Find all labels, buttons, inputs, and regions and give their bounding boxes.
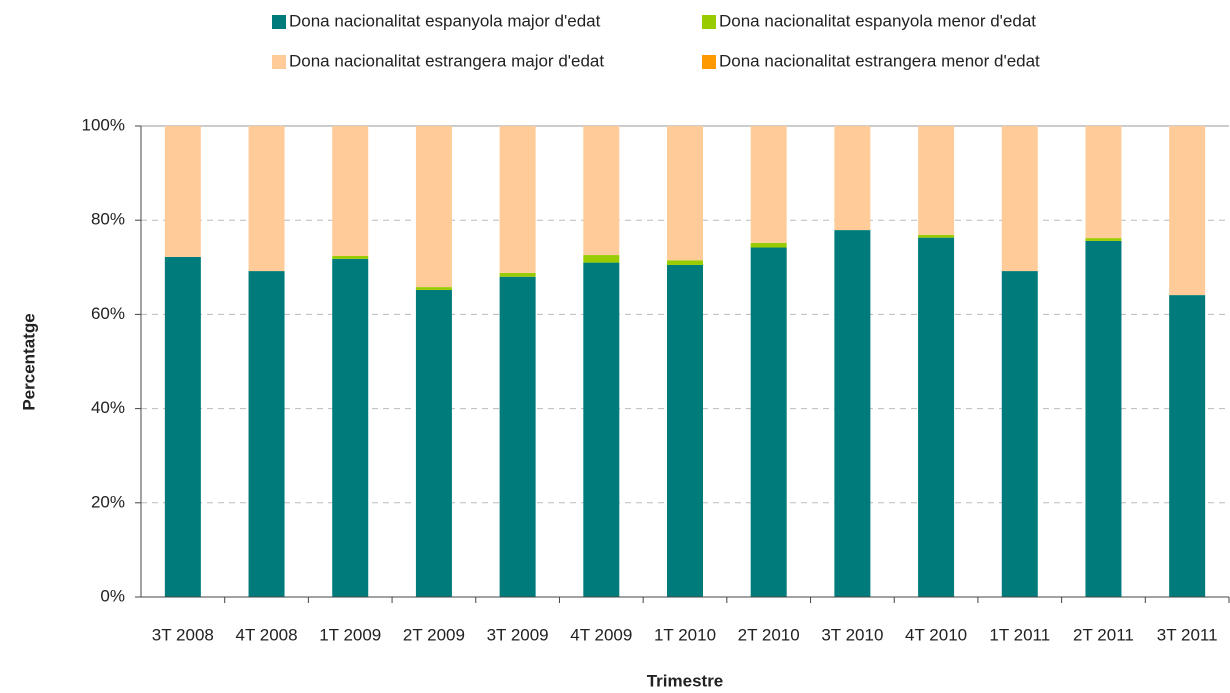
bar-segment bbox=[834, 126, 871, 231]
legend-swatch bbox=[272, 55, 286, 69]
x-tick-label: 3T 2009 bbox=[487, 625, 549, 644]
bar-segment bbox=[1085, 240, 1122, 597]
bar-segment bbox=[583, 262, 620, 597]
bar-segment bbox=[1169, 126, 1206, 296]
bar-segment bbox=[332, 126, 369, 256]
bar-segment bbox=[499, 276, 536, 597]
x-tick-label: 4T 2009 bbox=[570, 625, 632, 644]
bar-segment bbox=[499, 126, 536, 273]
bar-segment bbox=[1085, 126, 1122, 239]
bar-segment bbox=[332, 258, 369, 597]
bar-segment bbox=[667, 264, 703, 597]
legend-swatch bbox=[702, 55, 716, 69]
x-tick-label: 4T 2010 bbox=[905, 625, 967, 644]
x-tick-label: 1T 2010 bbox=[654, 625, 716, 644]
bar-segment bbox=[1001, 126, 1038, 272]
bar-segment bbox=[834, 230, 871, 597]
x-tick-label: 3T 2010 bbox=[821, 625, 883, 644]
legend-swatch bbox=[272, 15, 286, 29]
x-tick-label: 3T 2008 bbox=[152, 625, 214, 644]
x-tick-label: 4T 2008 bbox=[235, 625, 297, 644]
bar-segment bbox=[415, 289, 452, 597]
bar-segment bbox=[918, 126, 955, 235]
y-tick-label: 60% bbox=[91, 304, 125, 323]
legend-label: Dona nacionalitat estrangera major d'eda… bbox=[289, 51, 604, 70]
y-tick-label: 100% bbox=[82, 115, 125, 134]
bar-segment bbox=[1169, 295, 1206, 597]
bar-segment bbox=[1001, 271, 1038, 597]
legend-label: Dona nacionalitat estrangera menor d'eda… bbox=[719, 51, 1040, 70]
bar-segment bbox=[248, 126, 285, 272]
legend-label: Dona nacionalitat espanyola menor d'edat bbox=[719, 11, 1036, 30]
bar-segment bbox=[164, 256, 201, 597]
x-tick-label: 3T 2011 bbox=[1157, 625, 1218, 644]
x-tick-label: 2T 2010 bbox=[738, 625, 800, 644]
legend-swatch bbox=[702, 15, 716, 29]
bar-segment bbox=[750, 247, 787, 597]
bar-segment bbox=[332, 255, 369, 259]
y-tick-label: 40% bbox=[91, 398, 125, 417]
x-axis-title: Trimestre bbox=[647, 671, 724, 690]
bar-segment bbox=[918, 234, 955, 238]
bar-segment bbox=[667, 260, 703, 265]
y-tick-label: 80% bbox=[91, 210, 125, 229]
bar-segment bbox=[750, 242, 787, 248]
x-tick-label: 2T 2009 bbox=[403, 625, 465, 644]
y-axis-title: Percentatge bbox=[19, 313, 38, 410]
bar-segment bbox=[750, 126, 787, 243]
bar-segment bbox=[499, 272, 536, 277]
bar-segment bbox=[1085, 238, 1122, 241]
bar-segment bbox=[918, 237, 955, 597]
y-tick-label: 20% bbox=[91, 492, 125, 511]
x-tick-label: 1T 2011 bbox=[989, 625, 1050, 644]
bar-segment bbox=[248, 271, 285, 597]
bar-segment bbox=[415, 126, 452, 288]
bar-segment bbox=[415, 287, 452, 290]
x-tick-label: 1T 2009 bbox=[319, 625, 381, 644]
bar-segment bbox=[583, 255, 620, 263]
x-tick-label: 2T 2011 bbox=[1073, 625, 1134, 644]
bar-segment bbox=[164, 126, 201, 257]
bar-segment bbox=[667, 126, 703, 261]
y-tick-label: 0% bbox=[100, 586, 125, 605]
legend-label: Dona nacionalitat espanyola major d'edat bbox=[289, 11, 601, 30]
bar-segment bbox=[583, 126, 620, 256]
